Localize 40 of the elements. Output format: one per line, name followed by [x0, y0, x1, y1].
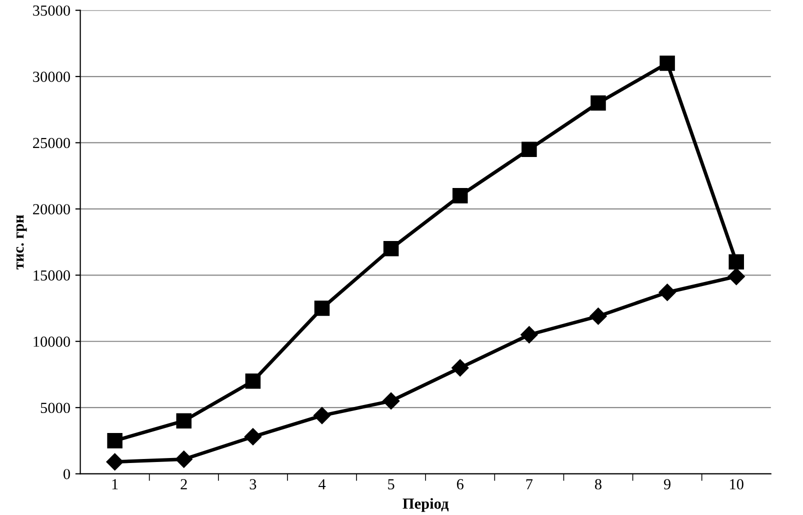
x-tick-label: 7	[526, 479, 533, 490]
point	[728, 268, 745, 286]
point	[520, 326, 538, 344]
point	[244, 428, 262, 446]
point	[452, 188, 468, 204]
x-tick-label: 3	[250, 479, 256, 490]
y-tick-label: 35000	[33, 5, 70, 16]
y-tick-label: 20000	[33, 204, 70, 214]
x-tick-label: 5	[388, 479, 394, 490]
point	[382, 392, 400, 410]
point	[313, 406, 331, 424]
x-tick-label: 8	[595, 479, 602, 490]
point	[245, 373, 261, 389]
point	[314, 300, 330, 316]
x-axis-title: Період	[402, 498, 449, 512]
y-tick-label: 10000	[34, 336, 70, 347]
x-tick-label: 1	[112, 479, 118, 490]
point	[383, 241, 399, 256]
point	[176, 413, 192, 428]
y-axis-title: тис. грн	[16, 214, 27, 270]
point	[658, 284, 676, 301]
x-tick-label: 6	[456, 479, 464, 490]
point	[452, 359, 469, 376]
point	[106, 453, 124, 470]
y-tick-label: 5000	[40, 402, 70, 414]
point	[590, 308, 607, 325]
y-tick-label: 30000	[33, 72, 70, 82]
point	[107, 433, 122, 448]
x-tick-label: 4	[318, 479, 326, 490]
y-tick-label: 0	[64, 468, 70, 480]
point	[175, 450, 192, 468]
y-tick-label: 25000	[33, 138, 70, 148]
x-tick-label: 9	[664, 479, 670, 490]
point	[522, 142, 537, 157]
x-tick-label: 2	[180, 479, 187, 490]
y-tick-label: 15000	[34, 270, 70, 281]
point	[728, 254, 744, 270]
x-tick-label: 10	[730, 479, 744, 490]
point	[660, 56, 675, 71]
point	[590, 95, 606, 111]
